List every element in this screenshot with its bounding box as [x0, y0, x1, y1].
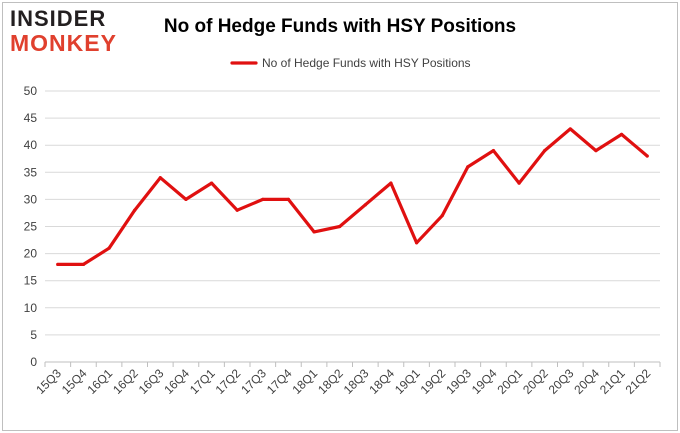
- x-tick-label: 20Q4: [571, 366, 602, 397]
- data-point: [184, 197, 188, 201]
- data-point: [286, 197, 291, 201]
- insider-monkey-logo: INSIDER MONKEY: [10, 6, 128, 56]
- y-tick-label: 0: [30, 355, 37, 369]
- x-tick-label: 16Q4: [161, 366, 192, 397]
- series-line: [56, 127, 649, 266]
- data-point: [56, 262, 60, 267]
- data-point: [235, 208, 239, 212]
- x-tick-label: 18Q4: [366, 366, 397, 397]
- y-tick-label: 35: [24, 165, 38, 179]
- data-point: [414, 241, 419, 245]
- x-tick-label: 18Q1: [290, 366, 321, 397]
- data-point: [312, 230, 316, 234]
- data-point: [645, 154, 649, 158]
- y-tick-label: 25: [24, 220, 38, 234]
- x-tick-label: 21Q2: [623, 366, 654, 397]
- x-tick-label: 19Q4: [469, 366, 500, 397]
- y-tick-label: 45: [24, 111, 38, 125]
- data-point: [261, 197, 265, 201]
- x-tick-label: 21Q1: [597, 366, 628, 397]
- y-tick-label: 30: [24, 192, 38, 206]
- x-tick-label: 17Q4: [264, 366, 295, 397]
- x-tick-label: 19Q1: [392, 366, 423, 397]
- x-tick-label: 17Q2: [213, 366, 244, 397]
- data-point: [363, 203, 367, 207]
- x-tick-label: 15Q3: [33, 366, 64, 397]
- chart-title: No of Hedge Funds with HSY Positions: [163, 16, 517, 37]
- data-point: [466, 165, 470, 169]
- x-tick-label: 18Q3: [341, 366, 372, 397]
- x-tick-label: 17Q3: [238, 366, 269, 397]
- data-point: [133, 208, 137, 212]
- data-point: [209, 181, 214, 185]
- y-tick-label: 15: [24, 274, 38, 288]
- data-point: [389, 181, 393, 185]
- x-tick-label: 18Q2: [315, 366, 346, 397]
- data-point: [568, 127, 572, 131]
- y-tick-label: 40: [24, 138, 38, 152]
- data-point: [107, 246, 111, 250]
- data-point: [158, 176, 162, 180]
- x-tick-label: 20Q1: [495, 366, 526, 397]
- x-tick-label: 20Q3: [546, 366, 577, 397]
- data-point: [491, 149, 496, 153]
- x-tick-label: 20Q2: [520, 366, 551, 397]
- x-tick-label: 17Q1: [187, 366, 218, 397]
- data-point: [543, 149, 547, 153]
- x-tick-label: 16Q2: [110, 366, 141, 397]
- y-tick-label: 10: [24, 301, 38, 315]
- data-point: [594, 149, 598, 153]
- data-point: [338, 224, 342, 229]
- data-point: [81, 262, 86, 267]
- data-point: [440, 214, 444, 218]
- x-tick-label: 19Q3: [443, 366, 474, 397]
- y-tick-label: 20: [24, 247, 38, 261]
- data-point: [517, 181, 521, 185]
- x-tick-label: 19Q2: [418, 366, 449, 397]
- logo-line-insider: INSIDER: [10, 6, 107, 31]
- logo-line-monkey: MONKEY: [10, 30, 117, 56]
- y-tick-label: 50: [24, 84, 38, 98]
- x-tick-label: 15Q4: [59, 366, 90, 397]
- x-tick-label: 16Q1: [85, 366, 116, 397]
- x-tick-label: 16Q3: [136, 366, 167, 397]
- legend-label: No of Hedge Funds with HSY Positions: [262, 56, 471, 70]
- data-point: [619, 132, 624, 136]
- y-tick-label: 5: [30, 328, 37, 342]
